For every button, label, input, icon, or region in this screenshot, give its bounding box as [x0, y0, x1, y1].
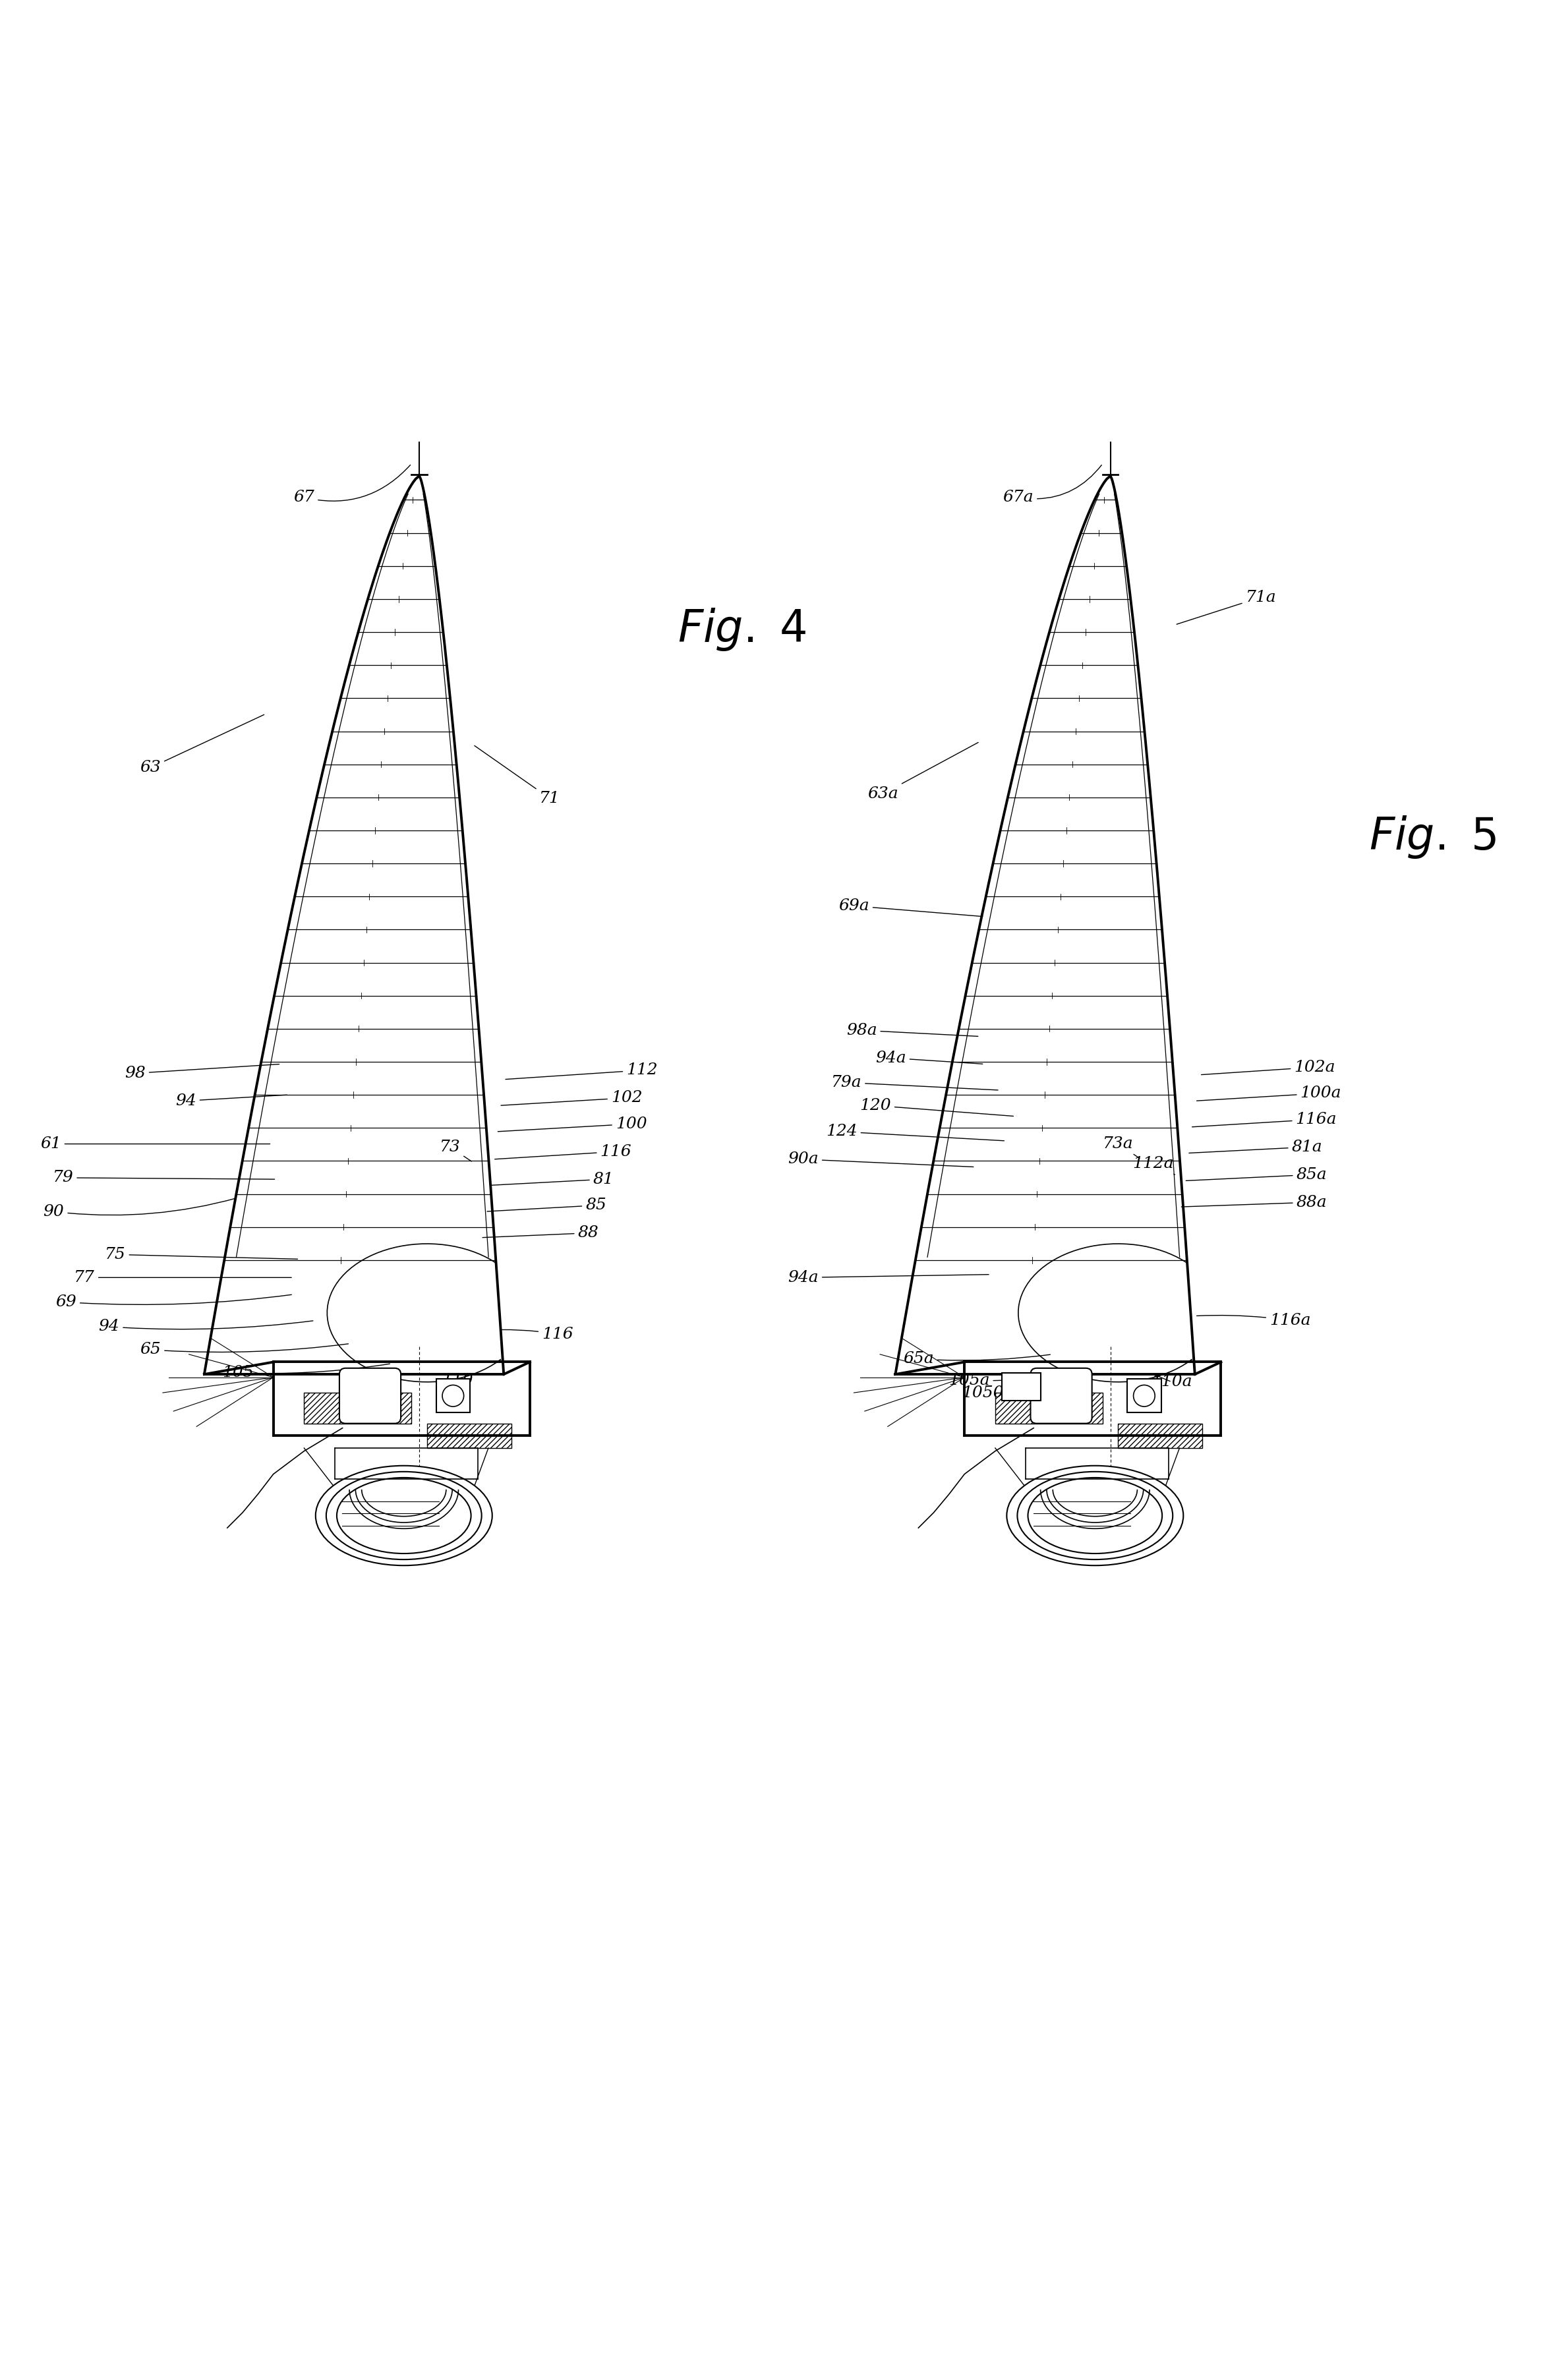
Text: 94: 94: [99, 1319, 314, 1335]
Text: $\it{Fig.\ 4}$: $\it{Fig.\ 4}$: [677, 607, 806, 652]
Text: 77: 77: [74, 1271, 292, 1285]
Text: 81: 81: [490, 1171, 613, 1188]
Text: 67: 67: [294, 464, 411, 505]
Text: 88a: 88a: [1182, 1195, 1327, 1209]
Text: 124: 124: [827, 1123, 1004, 1140]
Text: 105: 105: [222, 1364, 389, 1380]
Text: 110a: 110a: [1151, 1373, 1193, 1390]
Text: 116: 116: [501, 1326, 573, 1342]
Text: 112a: 112a: [1132, 1157, 1174, 1176]
Text: 69: 69: [56, 1295, 292, 1309]
Text: 94a: 94a: [876, 1050, 983, 1066]
Text: 85: 85: [487, 1197, 606, 1214]
Bar: [1119, 1423, 1202, 1447]
Bar: [304, 1392, 411, 1423]
Text: 65: 65: [141, 1342, 348, 1357]
Text: 102: 102: [501, 1090, 643, 1104]
Text: 116: 116: [494, 1145, 632, 1159]
Text: 116a: 116a: [1197, 1314, 1310, 1328]
Text: 79: 79: [53, 1171, 275, 1185]
Text: 90a: 90a: [788, 1152, 973, 1166]
Text: 85a: 85a: [1187, 1166, 1327, 1183]
Bar: [995, 1392, 1103, 1423]
Text: 94a: 94a: [788, 1271, 989, 1285]
Text: 102a: 102a: [1202, 1059, 1335, 1076]
Text: 79a: 79a: [831, 1076, 998, 1090]
Text: 105a: 105a: [949, 1371, 1091, 1388]
Text: 65a: 65a: [902, 1352, 1051, 1366]
FancyBboxPatch shape: [1031, 1368, 1092, 1423]
Text: $\it{Fig.\ 5}$: $\it{Fig.\ 5}$: [1369, 814, 1497, 859]
Text: 112: 112: [505, 1061, 658, 1078]
Text: 71: 71: [474, 745, 561, 807]
Text: 81a: 81a: [1190, 1140, 1323, 1154]
Bar: [436, 1378, 470, 1414]
Text: 120: 120: [859, 1097, 1014, 1116]
Text: 90: 90: [43, 1197, 236, 1219]
Text: 63: 63: [141, 714, 264, 776]
Text: 98a: 98a: [847, 1023, 978, 1038]
Text: 100: 100: [497, 1116, 647, 1130]
Bar: [1128, 1378, 1162, 1414]
Bar: [1003, 1373, 1040, 1399]
Text: 75: 75: [105, 1247, 298, 1261]
Text: 1050a: 1050a: [961, 1385, 1014, 1399]
Text: 73a: 73a: [1103, 1135, 1140, 1159]
FancyBboxPatch shape: [340, 1368, 400, 1423]
Text: 69a: 69a: [839, 897, 983, 916]
Text: 63a: 63a: [868, 743, 978, 802]
Text: 110: 110: [442, 1373, 473, 1388]
Text: 88: 88: [482, 1226, 598, 1240]
Text: 116a: 116a: [1193, 1111, 1336, 1128]
Bar: [426, 1423, 511, 1447]
Text: 94: 94: [175, 1092, 287, 1109]
Text: 73: 73: [439, 1140, 471, 1161]
Text: 71a: 71a: [1177, 590, 1276, 624]
Text: 61: 61: [40, 1135, 270, 1152]
Text: 67a: 67a: [1003, 464, 1102, 505]
Text: 98: 98: [125, 1064, 280, 1081]
Text: 100a: 100a: [1197, 1085, 1341, 1102]
